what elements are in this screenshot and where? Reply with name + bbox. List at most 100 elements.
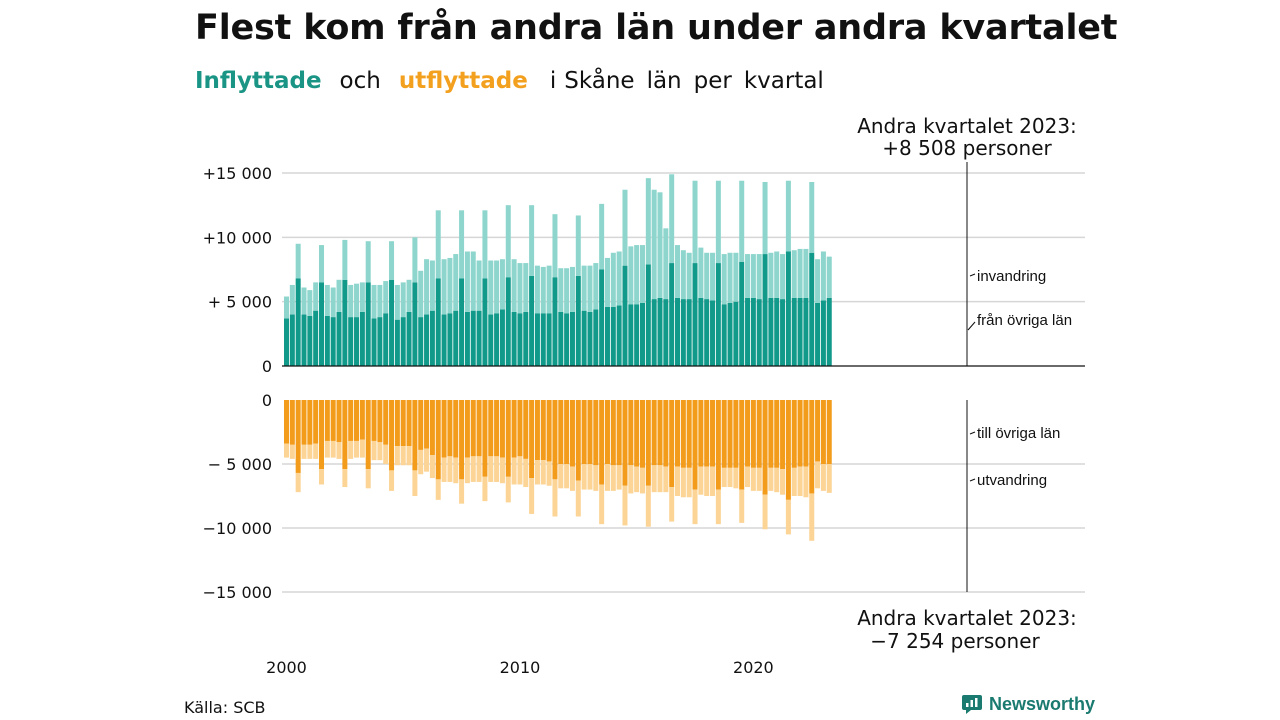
bar-utvandring [482,476,488,502]
bar-invandring [704,252,710,300]
bar-utvandring [663,466,669,493]
label-leader [969,431,976,435]
bar-utvandring [704,466,710,496]
bar-invandring [826,256,832,298]
bar-utvandring [680,467,686,498]
bar-invandring [464,251,470,312]
annotation-top-heading: Andra kvartalet 2023: [857,114,1077,138]
bar-utvandring [424,448,430,472]
bar-till-ovriga-lan [820,400,826,464]
bar-fran-ovriga-lan [313,310,319,366]
bar-till-ovriga-lan [394,400,400,447]
bar-invandring [768,252,774,298]
bar-till-ovriga-lan [815,400,821,462]
bar-utvandring [651,465,657,493]
bar-till-ovriga-lan [424,400,430,449]
bar-fran-ovriga-lan [785,251,791,366]
bar-till-ovriga-lan [348,400,354,441]
x-tick-label: 2000 [266,658,307,677]
chart-axes [282,162,1085,592]
bar-fran-ovriga-lan [774,297,780,366]
bar-till-ovriga-lan [721,400,727,468]
bar-fran-ovriga-lan [383,313,389,366]
bar-fran-ovriga-lan [476,310,482,366]
annotation-bottom-heading: Andra kvartalet 2023: [857,606,1077,630]
bar-utvandring [488,456,494,482]
bar-utvandring [575,480,581,517]
bar-utvandring [418,449,424,475]
bar-utvandring [622,485,628,526]
bar-utvandring [319,469,325,485]
bar-utvandring [809,493,815,541]
label-leader [969,478,976,482]
bar-invandring [745,254,751,298]
bar-invandring [698,247,704,298]
bar-utvandring [552,479,558,517]
bar-fran-ovriga-lan [424,314,430,366]
bar-fran-ovriga-lan [628,304,634,366]
subtitle-word: Skåne [564,68,635,94]
bar-invandring [389,241,395,280]
brand-logo[interactable]: Newsworthy [961,693,1095,715]
bar-till-ovriga-lan [733,400,739,468]
bar-till-ovriga-lan [762,400,768,495]
bar-fran-ovriga-lan [534,313,540,366]
bar-invandring [727,252,733,303]
bar-till-ovriga-lan [342,400,348,470]
bar-invandring [412,237,418,283]
bar-fran-ovriga-lan [803,297,809,366]
bar-utvandring [529,478,535,514]
bar-till-ovriga-lan [488,400,494,457]
bar-fran-ovriga-lan [406,311,412,366]
bar-fran-ovriga-lan [488,314,494,366]
bar-utvandring [750,467,756,491]
bar-invandring [546,265,552,314]
bar-fran-ovriga-lan [441,314,447,366]
bar-till-ovriga-lan [710,400,716,467]
bar-invandring [330,287,336,318]
bar-utvandring [599,484,605,525]
bar-utvandring [564,464,570,489]
bar-invandring [610,252,616,307]
bar-till-ovriga-lan [616,400,622,466]
bar-utvandring [768,467,774,491]
bar-invandring [301,287,307,315]
bar-fran-ovriga-lan [587,311,593,366]
y-tick-label: − 5 000 [208,455,272,474]
bar-fran-ovriga-lan [523,311,529,366]
bar-till-ovriga-lan [301,400,307,445]
bar-utvandring [546,461,552,486]
bar-fran-ovriga-lan [546,313,552,366]
bar-till-ovriga-lan [593,400,599,466]
bar-till-ovriga-lan [645,400,651,486]
series-label-utvandring: utvandring [977,472,1047,489]
bar-till-ovriga-lan [575,400,581,481]
bar-fran-ovriga-lan [517,313,523,366]
bar-invandring [604,257,610,307]
bar-till-ovriga-lan [750,400,756,468]
bar-till-ovriga-lan [482,400,488,477]
bar-utvandring [639,467,645,494]
bar-invandring [429,260,435,311]
bar-till-ovriga-lan [540,400,546,461]
bar-till-ovriga-lan [552,400,558,480]
bar-fran-ovriga-lan [593,309,599,366]
bar-invandring [371,284,377,319]
bar-invandring [686,252,692,300]
bar-invandring [809,182,815,253]
bar-invandring [517,263,523,314]
bar-till-ovriga-lan [336,400,342,443]
bar-till-ovriga-lan [464,400,470,458]
bar-till-ovriga-lan [745,400,751,467]
bar-utvandring [715,489,721,525]
bar-fran-ovriga-lan [826,297,832,366]
bar-invandring [313,282,319,311]
bar-fran-ovriga-lan [359,311,365,366]
source-note: Källa: SCB [184,698,266,717]
bar-fran-ovriga-lan [558,311,564,366]
bar-fran-ovriga-lan [669,263,675,366]
bar-utvandring [569,466,575,491]
bar-fran-ovriga-lan [429,310,435,366]
bar-invandring [348,284,354,318]
bar-till-ovriga-lan [377,400,383,443]
